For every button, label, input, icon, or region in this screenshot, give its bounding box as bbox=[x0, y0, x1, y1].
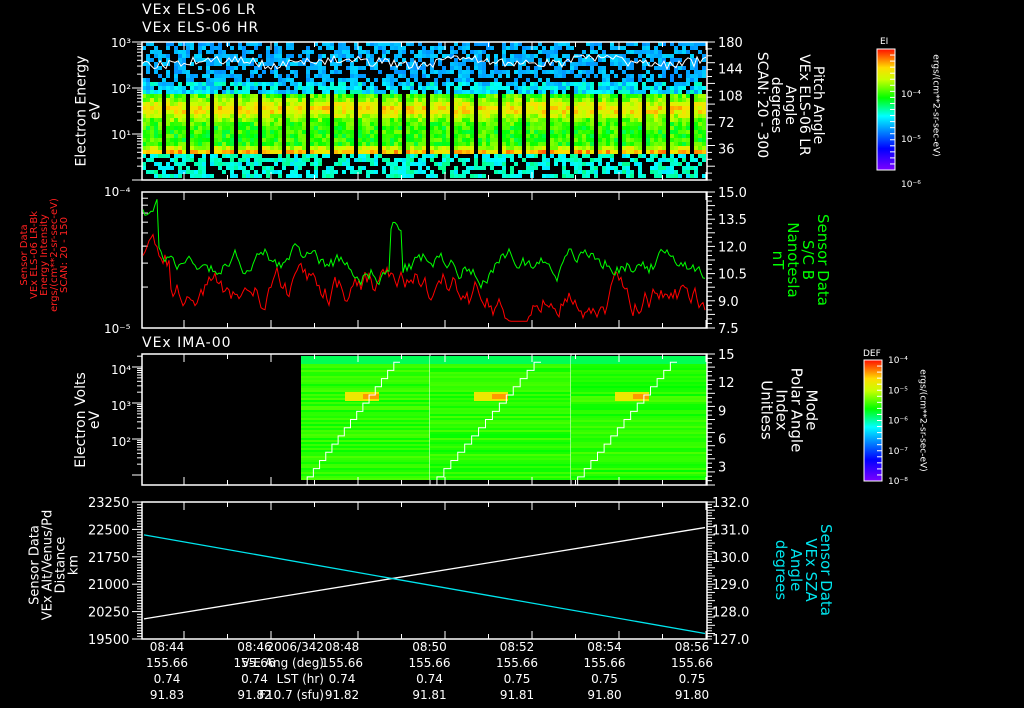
colorbar-ei: 10⁻⁴ 10⁻⁵ 10⁻⁶ bbox=[876, 48, 921, 190]
svg-text:12: 12 bbox=[718, 376, 735, 391]
p2-ylabel: Sensor Data VEx ELS-06 LR-Bk Energy Inte… bbox=[18, 198, 70, 312]
p2-right-label: Sensor Data S/C B Nanotesla nT bbox=[769, 214, 832, 306]
svg-text:10¹: 10¹ bbox=[111, 128, 131, 142]
footer-time-1: 08:46 bbox=[237, 640, 272, 654]
footer-lst-0: 0.74 bbox=[153, 672, 181, 686]
footer-label-date: 2006/342 bbox=[266, 640, 325, 654]
svg-text:10⁻⁵: 10⁻⁵ bbox=[901, 135, 921, 145]
svg-text:10²: 10² bbox=[111, 435, 131, 449]
svg-text:130.0: 130.0 bbox=[712, 551, 749, 566]
svg-text:10⁴: 10⁴ bbox=[111, 363, 131, 377]
footer-f107-3: 91.81 bbox=[412, 688, 447, 702]
colorbar-def-unit: ergs/(cm**2-sr-sec-eV) bbox=[917, 368, 928, 472]
p1-ylabel: Electron Energy eV bbox=[72, 55, 103, 167]
svg-text:128.0: 128.0 bbox=[712, 606, 749, 621]
p4-right-label: Sensor Data VEx SZA Angle degrees bbox=[772, 524, 835, 616]
svg-text:22500: 22500 bbox=[88, 523, 129, 538]
p3-ylabel: Electron Volts eV bbox=[72, 372, 103, 468]
svg-text:9.0: 9.0 bbox=[718, 295, 739, 310]
colorbar-ei-unit: ergs/(cm**2-sr-sec-eV) bbox=[930, 53, 941, 157]
svg-text:21000: 21000 bbox=[88, 578, 129, 593]
svg-text:15.0: 15.0 bbox=[718, 186, 747, 201]
p4-ylabel: Sensor Data VEx Alt/Venus/Pd Distance km bbox=[26, 509, 81, 621]
footer-ve-6: 155.66 bbox=[671, 656, 713, 670]
footer-label-lst: LST (hr) bbox=[276, 672, 324, 686]
title-els-lr: VEx ELS-06 LR bbox=[142, 2, 257, 18]
footer-f107-0: 91.83 bbox=[149, 688, 185, 702]
footer-lst-2: 0.74 bbox=[328, 672, 356, 686]
svg-text:108: 108 bbox=[718, 89, 743, 104]
svg-text:10³: 10³ bbox=[111, 399, 131, 413]
svg-text:15: 15 bbox=[718, 348, 735, 363]
svg-text:7.5: 7.5 bbox=[718, 322, 739, 337]
footer-f107-6: 91.80 bbox=[674, 688, 710, 702]
footer-ve-2: 155.66 bbox=[321, 656, 363, 670]
footer-time-4: 08:52 bbox=[499, 640, 535, 654]
colorbar-ei-title: EI bbox=[880, 37, 889, 47]
footer-ve-5: 155.66 bbox=[583, 656, 626, 670]
svg-text:13.5: 13.5 bbox=[718, 213, 747, 228]
svg-text:10²: 10² bbox=[111, 82, 131, 96]
svg-text:10⁻⁴: 10⁻⁴ bbox=[901, 90, 921, 100]
svg-text:6: 6 bbox=[718, 432, 726, 447]
footer-f107-4: 91.81 bbox=[499, 688, 535, 702]
svg-text:129.0: 129.0 bbox=[712, 578, 749, 593]
svg-text:10⁻⁵: 10⁻⁵ bbox=[888, 386, 908, 396]
footer-time-0: 08:44 bbox=[149, 640, 185, 654]
footer-f107-1: 91.82 bbox=[237, 688, 272, 702]
svg-text:10³: 10³ bbox=[111, 36, 131, 50]
footer-ve-1: 155.66 bbox=[233, 656, 276, 670]
panel-altitude-sza: 23250 22500 21750 21000 20250 19500 132.0 131.0… bbox=[88, 496, 749, 648]
footer-label-f107: F10.7 (sfu) bbox=[259, 688, 324, 702]
footer-time-6: 08:56 bbox=[674, 640, 710, 654]
p3-right-label: Mode Polar Angle Index Unitless bbox=[756, 367, 820, 453]
svg-text:36: 36 bbox=[718, 143, 735, 158]
footer-f107-5: 91.80 bbox=[587, 688, 622, 702]
svg-text:127.0: 127.0 bbox=[712, 633, 749, 648]
footer-lst-1: 0.74 bbox=[241, 672, 268, 686]
svg-text:9: 9 bbox=[718, 404, 726, 419]
svg-text:144: 144 bbox=[718, 63, 743, 78]
footer-ve-4: 155.66 bbox=[496, 656, 538, 670]
svg-text:10⁻⁵: 10⁻⁵ bbox=[104, 322, 131, 336]
footer-lst-5: 0.75 bbox=[591, 672, 618, 686]
svg-text:10⁻⁶: 10⁻⁶ bbox=[901, 180, 921, 190]
p1-right-label: Pitch Angle VEx ELS-06 LR Angle degrees … bbox=[754, 51, 827, 159]
svg-text:12.0: 12.0 bbox=[718, 240, 747, 255]
svg-text:19500: 19500 bbox=[88, 633, 129, 648]
footer-ve-3: 155.66 bbox=[408, 656, 451, 670]
svg-text:23250: 23250 bbox=[88, 496, 129, 511]
svg-text:10⁻⁴: 10⁻⁴ bbox=[104, 185, 131, 199]
svg-text:132.0: 132.0 bbox=[712, 496, 749, 511]
title-els-hr: VEx ELS-06 HR bbox=[142, 20, 260, 36]
footer-f107-2: 91.82 bbox=[324, 688, 360, 702]
panel-energy-intensity-bfield: 10⁻⁴ 10⁻⁵ 15.0 13.5 12.0 10.5 9.0 7.5 bbox=[104, 185, 747, 337]
svg-text:3: 3 bbox=[718, 461, 726, 476]
footer-label-ve-angle: V-E Ang (deg) bbox=[241, 656, 324, 670]
svg-text:10⁻⁸: 10⁻⁸ bbox=[888, 477, 908, 487]
svg-text:10.5: 10.5 bbox=[718, 268, 747, 283]
footer-ve-0: 155.66 bbox=[146, 656, 188, 670]
colorbar-def-title: DEF bbox=[863, 349, 881, 359]
title-ima: VEx IMA-00 bbox=[142, 335, 232, 351]
svg-text:72: 72 bbox=[718, 116, 735, 131]
svg-text:180: 180 bbox=[718, 36, 743, 51]
footer-time-5: 08:54 bbox=[587, 640, 622, 654]
footer-time-3: 08:50 bbox=[412, 640, 447, 654]
footer-time-2: 08:48 bbox=[324, 640, 360, 654]
svg-text:10⁻⁴: 10⁻⁴ bbox=[888, 356, 908, 366]
footer-lst-6: 0.75 bbox=[678, 672, 706, 686]
svg-text:10⁻⁷: 10⁻⁷ bbox=[888, 447, 908, 457]
svg-text:20250: 20250 bbox=[88, 606, 129, 621]
svg-text:10⁻⁶: 10⁻⁶ bbox=[888, 417, 908, 427]
svg-text:131.0: 131.0 bbox=[712, 523, 749, 538]
footer-lst-4: 0.75 bbox=[503, 672, 531, 686]
svg-text:21750: 21750 bbox=[88, 551, 129, 566]
footer-lst-3: 0.74 bbox=[416, 672, 443, 686]
panel-ima-spectrogram: 10⁴ 10³ 10² 15 12 9 6 3 bbox=[111, 348, 735, 486]
panel-els-spectrogram: 10³ 10² 10¹ 180 144 108 72 36 bbox=[111, 36, 743, 181]
colorbar-def: 10⁻⁴ 10⁻⁵ 10⁻⁶ 10⁻⁷ 10⁻⁸ bbox=[863, 356, 908, 487]
